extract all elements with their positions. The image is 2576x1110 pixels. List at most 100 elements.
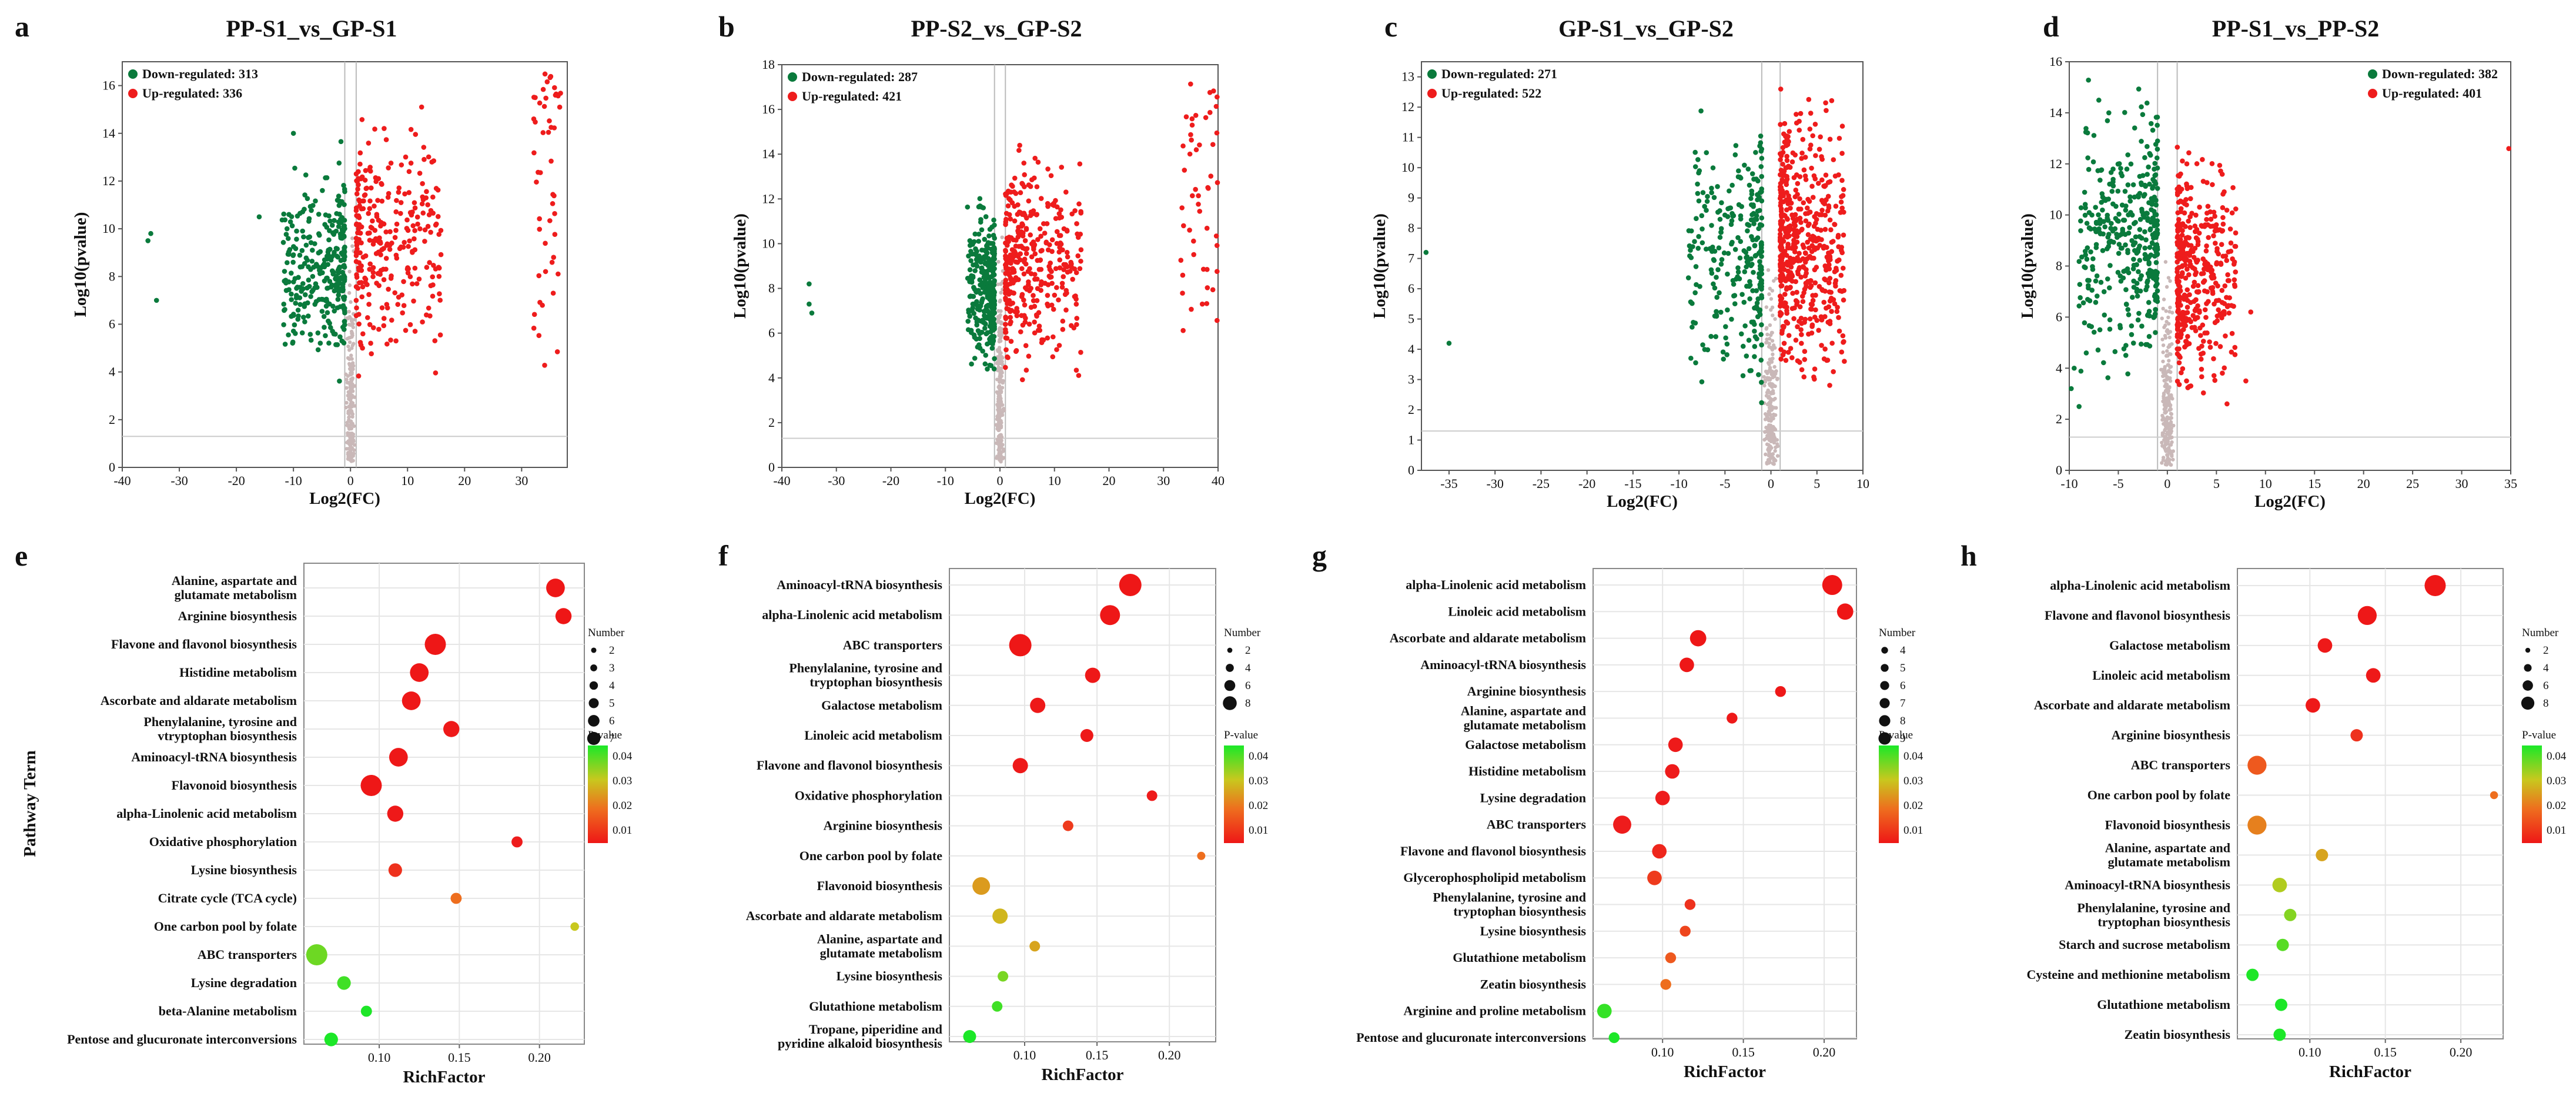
up-regulated-point: [2213, 240, 2218, 246]
pathway-term-line: alpha-Linolenic acid metabolism: [116, 806, 297, 821]
down-regulated-point: [1749, 212, 1755, 218]
down-regulated-point: [2155, 122, 2160, 128]
ns-point: [350, 244, 354, 248]
down-regulated-point: [2139, 104, 2144, 110]
up-regulated-point: [2232, 345, 2238, 350]
x-tick-label: -5: [2113, 476, 2123, 491]
ns-point: [2167, 335, 2172, 340]
pathway-term-label: Alanine, aspartate and glutamate metaboli…: [172, 573, 297, 602]
ns-point: [2171, 457, 2175, 462]
down-regulated-point: [2106, 232, 2112, 237]
pathway-bubble: [963, 1030, 976, 1043]
pathway-term-line: Aminoacyl-tRNA biosynthesis: [2065, 877, 2230, 892]
up-regulated-point: [1779, 283, 1785, 289]
down-regulated-point: [256, 214, 262, 220]
up-regulated-point: [1215, 180, 1220, 185]
up-regulated-point: [1019, 292, 1025, 297]
up-regulated-point: [1799, 367, 1805, 373]
up-regulated-point: [1188, 132, 1193, 138]
up-regulated-point: [1807, 126, 1813, 132]
up-regulated-point: [1826, 250, 1831, 256]
down-regulated-point: [973, 289, 979, 295]
down-regulated-point: [2155, 146, 2160, 152]
up-regulated-point: [2248, 309, 2254, 315]
up-regulated-point: [1031, 239, 1036, 245]
down-regulated-point: [2153, 330, 2158, 335]
up-regulated-point: [2192, 307, 2198, 313]
pathway-bubble: [1680, 925, 1691, 937]
ns-point: [350, 441, 354, 446]
up-regulated-point: [1783, 357, 1789, 363]
up-regulated-point: [1023, 367, 1029, 373]
down-regulated-point: [2117, 325, 2123, 330]
up-regulated-point: [359, 174, 365, 180]
up-regulated-point: [411, 298, 416, 304]
legend-marker-down: [2368, 69, 2377, 79]
up-regulated-point: [1798, 111, 1804, 116]
down-regulated-point: [1744, 264, 1749, 270]
down-regulated-point: [301, 234, 306, 240]
up-regulated-point: [383, 229, 389, 235]
up-regulated-point: [2218, 260, 2223, 266]
up-regulated-point: [1054, 229, 1060, 235]
up-regulated-point: [1827, 254, 1833, 260]
up-regulated-point: [1778, 206, 1784, 212]
y-tick-label: 10: [102, 221, 115, 236]
down-regulated-point: [1696, 234, 1701, 239]
down-regulated-point: [285, 236, 291, 241]
pathway-term-line: Arginine biosynthesis: [178, 609, 297, 623]
ns-point: [2169, 352, 2173, 356]
up-regulated-point: [430, 194, 436, 200]
down-regulated-point: [2113, 203, 2119, 209]
down-regulated-point: [1757, 208, 1762, 213]
up-regulated-point: [1074, 316, 1080, 321]
down-regulated-point: [2083, 126, 2089, 131]
up-regulated-point: [1045, 293, 1051, 298]
up-regulated-point: [1059, 280, 1065, 286]
down-regulated-point: [809, 310, 815, 316]
bubbles: [306, 579, 579, 1047]
pathway-term-line: alpha-Linolenic acid metabolism: [762, 607, 942, 622]
up-regulated-point: [353, 222, 359, 228]
down-regulated-point: [972, 231, 978, 237]
up-regulated-point: [533, 95, 538, 101]
up-regulated-point: [378, 220, 384, 225]
up-regulated-point: [1179, 205, 1185, 210]
up-regulated-point: [1065, 269, 1070, 275]
up-regulated-point: [1078, 232, 1083, 237]
up-regulated-point: [2198, 356, 2204, 362]
down-regulated-point: [2128, 161, 2134, 167]
up-regulated-point: [357, 340, 363, 345]
up-regulated-point: [1028, 286, 1033, 291]
down-regulated-point: [982, 361, 988, 367]
ns-point: [2166, 389, 2170, 393]
up-regulated-point: [373, 175, 379, 180]
up-regulated-point: [406, 190, 412, 195]
pathway-term-label: Aminoacyl-tRNA biosynthesis: [131, 750, 297, 764]
ns-point: [351, 459, 355, 463]
up-regulated-point: [366, 210, 372, 216]
up-regulated-point: [356, 215, 362, 220]
size-legend-marker: [2525, 647, 2531, 653]
up-regulated-point: [1787, 129, 1792, 134]
down-regulated-point: [2130, 266, 2136, 272]
up-regulated-point: [357, 230, 363, 236]
up-regulated-point: [355, 186, 360, 192]
up-regulated-point: [1840, 193, 1846, 198]
down-regulated-point: [1692, 164, 1698, 169]
up-regulated-point: [2179, 370, 2184, 376]
down-regulated-point: [1757, 143, 1762, 149]
up-regulated-point: [1193, 186, 1198, 192]
ns-point: [2160, 440, 2164, 445]
ns-point: [1762, 375, 1766, 379]
up-regulated-point: [1196, 202, 1201, 207]
pathway-term-label: alpha-Linolenic acid metabolism: [2050, 578, 2230, 593]
up-regulated-point: [1074, 322, 1079, 327]
pathway-term-label: Flavone and flavonol biosynthesis: [2045, 608, 2230, 623]
up-regulated-point: [1805, 223, 1811, 228]
up-regulated-point: [1841, 297, 1846, 303]
down-regulated-point: [1687, 253, 1692, 259]
down-regulated-point: [282, 269, 287, 274]
up-regulated-point: [398, 200, 404, 205]
up-regulated-point: [2204, 243, 2209, 249]
